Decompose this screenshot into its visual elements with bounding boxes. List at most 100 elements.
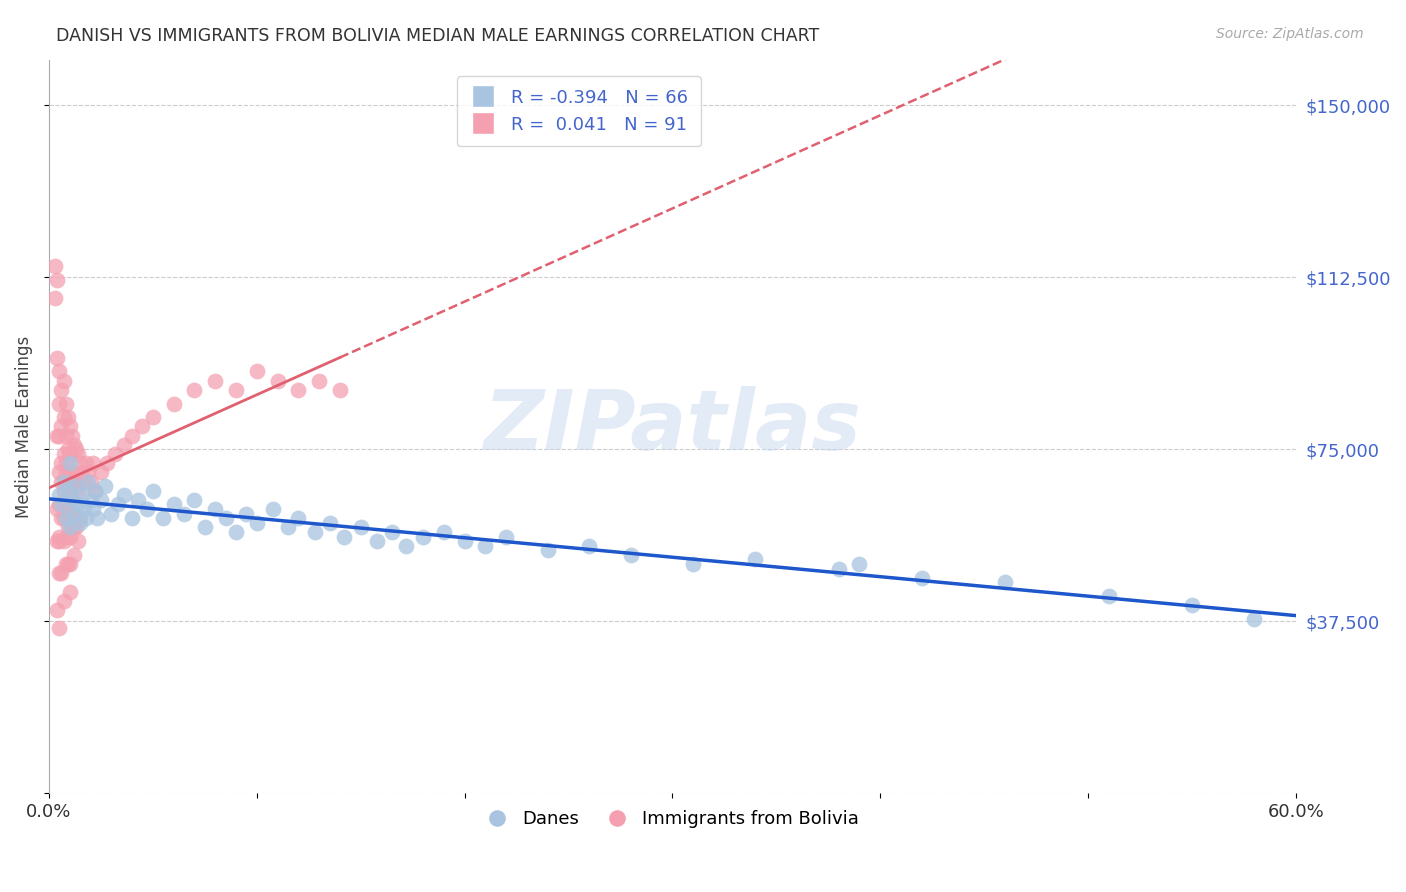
Point <box>366 534 388 549</box>
Point <box>56 492 79 507</box>
Point <box>55 502 77 516</box>
Point <box>79 475 101 489</box>
Point <box>266 374 288 388</box>
Point <box>112 488 135 502</box>
Point <box>308 374 330 388</box>
Point <box>65 442 87 457</box>
Point <box>51 419 73 434</box>
Point <box>46 534 69 549</box>
Point <box>235 507 257 521</box>
Point <box>620 548 643 562</box>
Point <box>46 273 69 287</box>
Point <box>142 410 165 425</box>
Point <box>60 428 83 442</box>
Point <box>52 374 75 388</box>
Point <box>56 557 79 571</box>
Point <box>287 511 309 525</box>
Point <box>1098 589 1121 603</box>
Point <box>63 548 86 562</box>
Point <box>48 428 70 442</box>
Point <box>183 383 205 397</box>
Point <box>65 479 87 493</box>
Point <box>59 475 82 489</box>
Point <box>55 396 77 410</box>
Point <box>52 475 75 489</box>
Point <box>55 466 77 480</box>
Point <box>67 483 90 498</box>
Point <box>214 511 236 525</box>
Point <box>73 502 96 516</box>
Point <box>911 571 934 585</box>
Point <box>48 488 70 502</box>
Point <box>44 259 66 273</box>
Point <box>246 364 269 378</box>
Point <box>204 502 226 516</box>
Point <box>60 520 83 534</box>
Point <box>474 539 496 553</box>
Point <box>90 492 112 507</box>
Point <box>55 511 77 525</box>
Point <box>204 374 226 388</box>
Point <box>55 557 77 571</box>
Point <box>495 529 517 543</box>
Point <box>51 456 73 470</box>
Point <box>63 438 86 452</box>
Point <box>52 483 75 498</box>
Legend: Danes, Immigrants from Bolivia: Danes, Immigrants from Bolivia <box>478 803 866 836</box>
Point <box>59 502 82 516</box>
Point <box>246 516 269 530</box>
Point <box>121 428 143 442</box>
Point <box>56 520 79 534</box>
Point <box>104 447 127 461</box>
Point <box>55 428 77 442</box>
Point <box>59 488 82 502</box>
Point <box>333 529 356 543</box>
Point <box>59 447 82 461</box>
Point <box>75 456 97 470</box>
Y-axis label: Median Male Earnings: Median Male Earnings <box>15 335 32 517</box>
Point <box>59 529 82 543</box>
Point <box>46 428 69 442</box>
Point <box>96 456 118 470</box>
Text: Source: ZipAtlas.com: Source: ZipAtlas.com <box>1216 27 1364 41</box>
Point <box>827 561 849 575</box>
Point <box>52 447 75 461</box>
Point <box>59 520 82 534</box>
Point <box>537 543 560 558</box>
Point <box>59 419 82 434</box>
Point <box>69 516 91 530</box>
Point <box>94 479 117 493</box>
Point <box>682 557 704 571</box>
Point <box>107 498 129 512</box>
Point <box>60 492 83 507</box>
Point <box>453 534 475 549</box>
Point <box>433 524 456 539</box>
Point <box>329 383 352 397</box>
Point <box>51 498 73 512</box>
Point <box>83 483 105 498</box>
Point <box>578 539 600 553</box>
Point <box>63 507 86 521</box>
Point <box>56 483 79 498</box>
Point <box>55 529 77 543</box>
Point <box>70 488 93 502</box>
Point <box>56 410 79 425</box>
Point <box>135 502 157 516</box>
Point <box>82 456 104 470</box>
Point <box>73 475 96 489</box>
Point <box>75 511 97 525</box>
Point <box>381 524 404 539</box>
Point <box>225 383 247 397</box>
Point <box>67 498 90 512</box>
Point <box>318 516 340 530</box>
Point <box>59 557 82 571</box>
Point <box>65 520 87 534</box>
Point <box>395 539 418 553</box>
Point <box>48 466 70 480</box>
Point <box>48 396 70 410</box>
Point <box>48 621 70 635</box>
Point <box>46 603 69 617</box>
Point <box>77 466 100 480</box>
Point <box>69 456 91 470</box>
Point <box>46 502 69 516</box>
